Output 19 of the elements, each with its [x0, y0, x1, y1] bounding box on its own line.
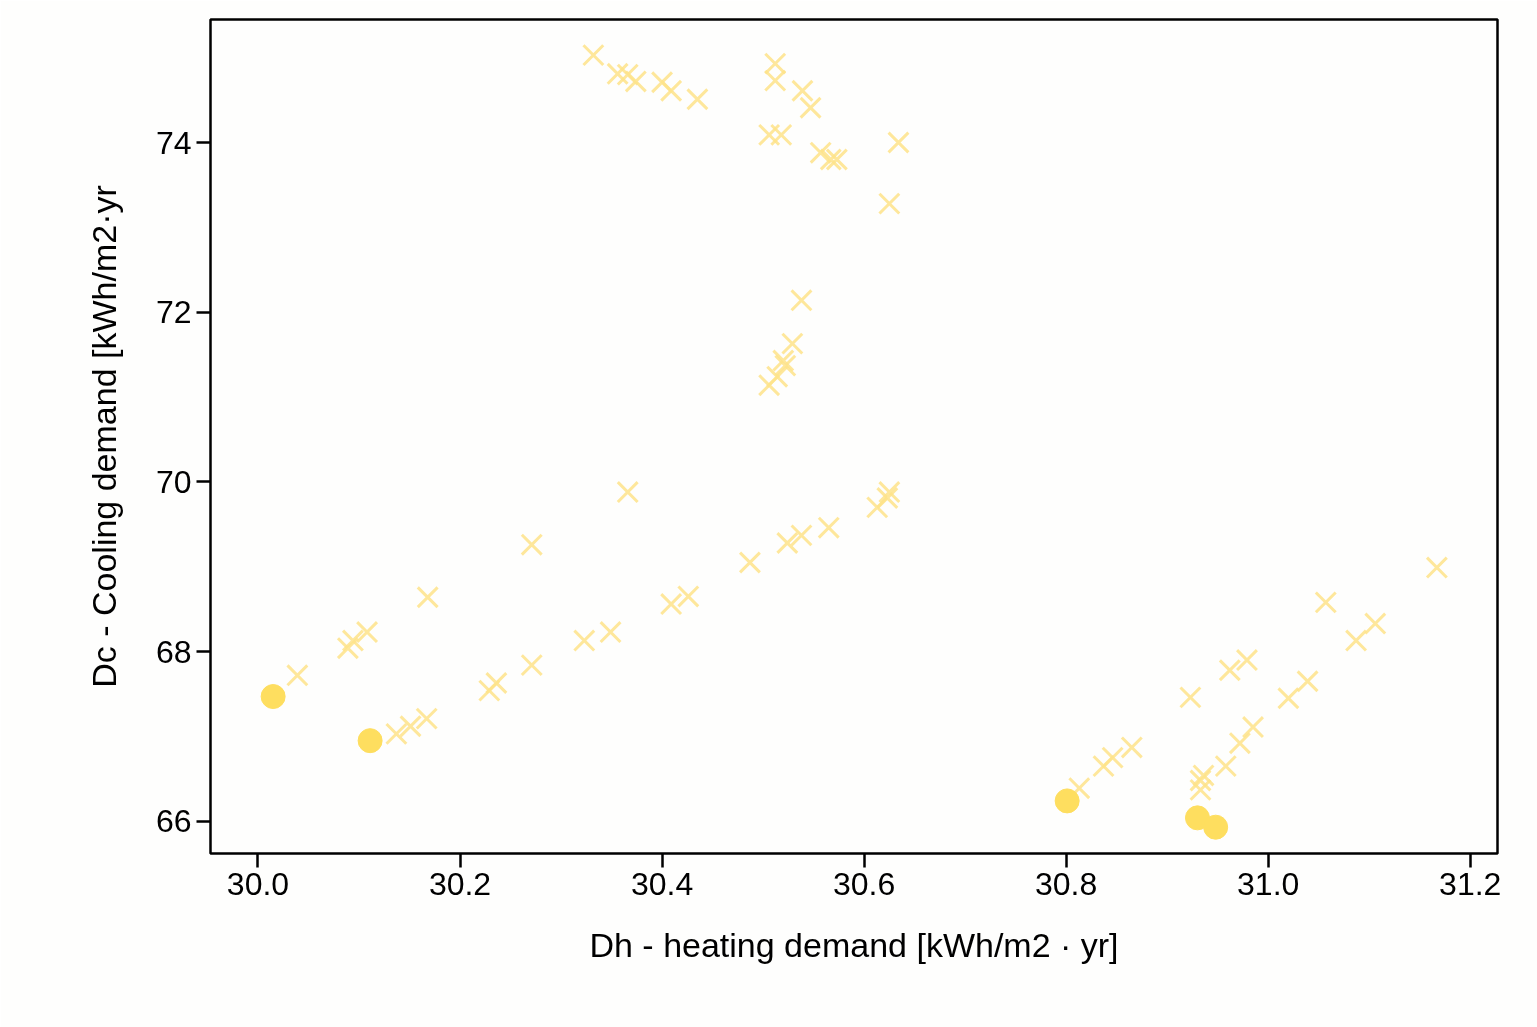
x-tick-label: 30.8: [1035, 865, 1098, 902]
point: [357, 728, 383, 754]
y-tick-label: 68: [155, 633, 192, 670]
point: [1054, 788, 1080, 814]
x-tick-label: 30.4: [630, 865, 694, 902]
y-tick-label: 66: [155, 803, 192, 840]
point: [1203, 814, 1229, 840]
x-tick-label: 31.2: [1439, 865, 1502, 902]
y-tick-label: 72: [155, 294, 192, 331]
point: [1184, 805, 1210, 831]
x-tick-label: 30.0: [226, 865, 290, 902]
x-tick-label: 30.2: [428, 865, 492, 902]
y-tick-label: 70: [155, 463, 192, 500]
x-tick-label: 30.6: [832, 865, 896, 902]
point: [260, 684, 286, 710]
x-axis-title: Dh - heating demand [kWh/m2 · yr]: [589, 925, 1119, 964]
y-tick-label: 74: [155, 124, 192, 161]
x-tick-label: 31.0: [1237, 865, 1300, 902]
y-axis-title: Dc - Cooling demand [kWh/m2·yr: [84, 185, 123, 688]
